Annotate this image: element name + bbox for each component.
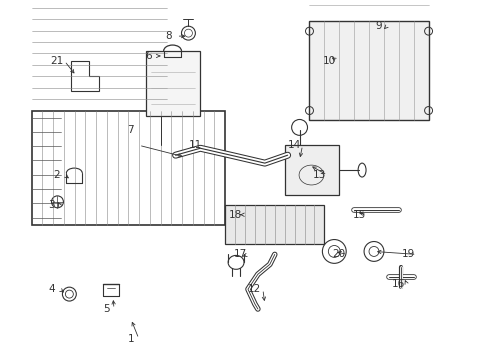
Bar bbox=[224, 205, 324, 244]
Text: 4: 4 bbox=[48, 284, 55, 294]
Bar bbox=[309, 21, 427, 121]
Text: 13: 13 bbox=[312, 170, 325, 180]
Text: 2: 2 bbox=[53, 170, 60, 180]
Text: 11: 11 bbox=[188, 140, 202, 150]
Text: 19: 19 bbox=[401, 249, 414, 260]
Bar bbox=[284, 145, 339, 195]
Text: 16: 16 bbox=[391, 279, 405, 289]
Text: 1: 1 bbox=[127, 334, 134, 344]
Bar bbox=[32, 111, 224, 225]
Text: 14: 14 bbox=[287, 140, 301, 150]
Text: 7: 7 bbox=[127, 125, 134, 135]
Text: 18: 18 bbox=[228, 210, 241, 220]
Text: 21: 21 bbox=[50, 56, 63, 66]
Text: 3: 3 bbox=[48, 200, 55, 210]
Text: 10: 10 bbox=[322, 56, 335, 66]
Text: 12: 12 bbox=[248, 284, 261, 294]
Text: 6: 6 bbox=[145, 51, 152, 61]
Text: 20: 20 bbox=[332, 249, 345, 260]
Bar bbox=[145, 51, 200, 116]
Text: 5: 5 bbox=[102, 304, 109, 314]
Text: 17: 17 bbox=[233, 249, 246, 260]
Text: 15: 15 bbox=[352, 210, 365, 220]
Text: 8: 8 bbox=[165, 31, 172, 41]
Text: 9: 9 bbox=[375, 21, 382, 31]
